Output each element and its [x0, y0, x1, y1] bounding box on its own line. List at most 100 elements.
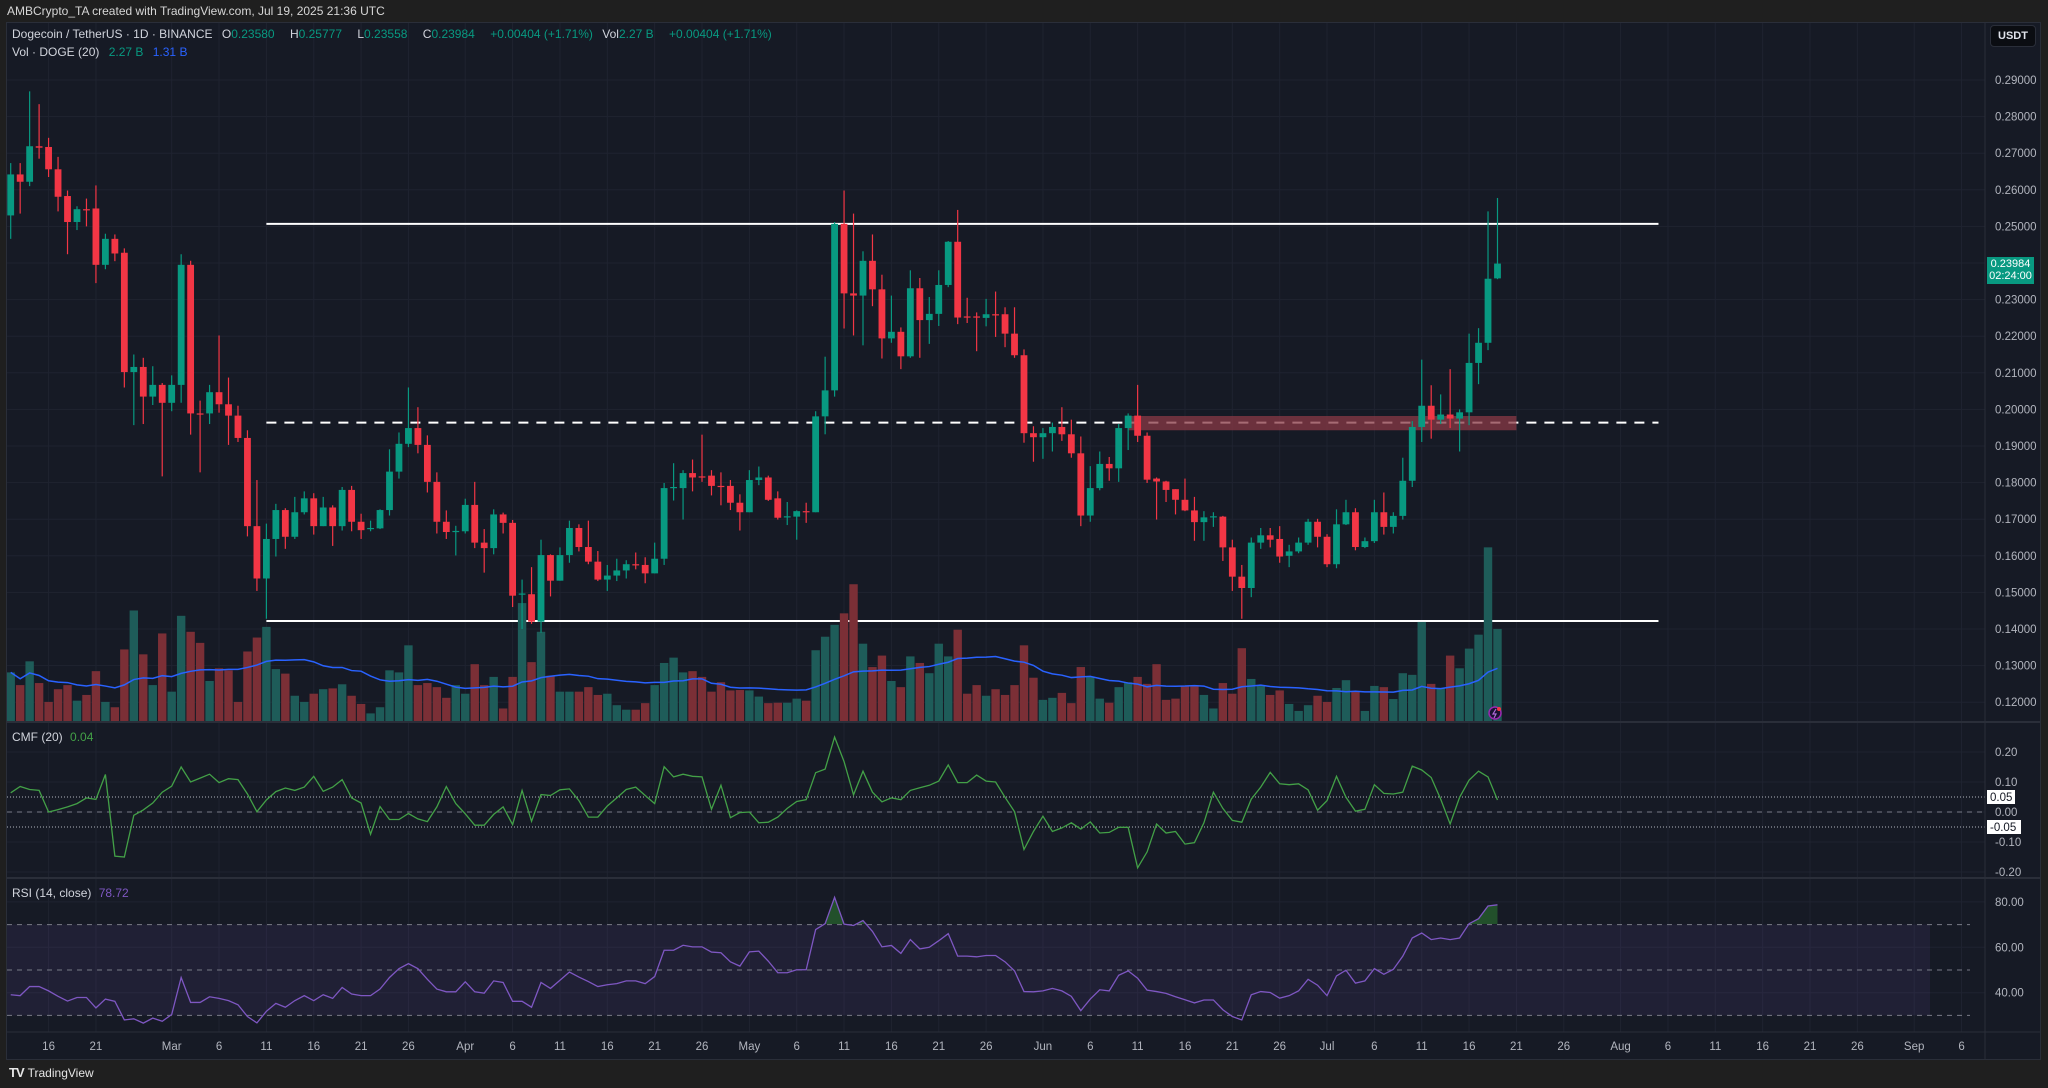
change-value: +0.00404 (+1.71%)	[490, 27, 593, 41]
volume-bar	[205, 681, 214, 722]
candle-body	[73, 209, 81, 223]
candle-body	[291, 512, 299, 537]
candle-body	[859, 260, 867, 296]
candle-body	[348, 489, 356, 522]
time-axis-label: 21	[1804, 1041, 1817, 1053]
candle-body	[244, 437, 251, 527]
candle-body	[461, 504, 469, 532]
volume-bar	[34, 683, 44, 722]
candle-body	[102, 238, 109, 265]
candle	[1105, 456, 1113, 481]
cmf-level-badge	[1987, 790, 2015, 804]
candle-body	[1352, 512, 1359, 548]
time-axis-label: 21	[932, 1041, 945, 1053]
candle	[64, 190, 71, 255]
rsi-axis-label: 60.00	[1995, 942, 2024, 954]
currency-button[interactable]: USDT	[1990, 25, 2036, 47]
candle	[518, 579, 526, 629]
candle-body	[736, 502, 744, 513]
price-axis-label: 0.21000	[1995, 368, 2037, 380]
time-axis-label: 6	[1371, 1041, 1377, 1053]
candle-body	[139, 366, 147, 397]
volume-bar	[1370, 685, 1379, 722]
volume-bar	[697, 676, 707, 722]
low-label: L	[357, 27, 365, 41]
volume-bar	[1057, 692, 1067, 722]
candle-body	[1124, 415, 1132, 429]
candle-body	[120, 252, 128, 373]
volume-bar	[584, 687, 593, 722]
volume-bar	[1228, 693, 1237, 722]
candle	[1437, 394, 1445, 425]
volume-bar	[1351, 691, 1360, 722]
time-axis-label: 21	[1226, 1041, 1239, 1053]
time-axis-label: 21	[355, 1041, 368, 1053]
candle	[537, 539, 545, 633]
cmf-pane	[7, 734, 1985, 870]
cmf-value: 0.04	[70, 730, 94, 744]
volume-bar	[773, 702, 782, 722]
candle-body	[906, 288, 914, 357]
candle-body	[1285, 551, 1293, 556]
volume-bar	[186, 631, 195, 722]
candle-body	[1134, 415, 1142, 436]
candle	[575, 524, 583, 552]
time-axis-label: 11	[1132, 1041, 1144, 1053]
volume-bar	[574, 691, 584, 722]
volume-bar	[120, 649, 129, 722]
candle-body	[329, 507, 337, 527]
alert-lightning-icon[interactable]	[1488, 706, 1502, 720]
candle-body	[225, 404, 232, 416]
candle-body	[45, 146, 52, 170]
price-axis-label: 0.27000	[1995, 148, 2037, 160]
chart-panel[interactable]	[6, 22, 2041, 1060]
time-axis-label: 26	[1851, 1041, 1864, 1053]
cmf-axis-label: -0.20	[1995, 867, 2021, 879]
candle-body	[1228, 547, 1236, 577]
candle	[1408, 421, 1416, 487]
candle-body	[1475, 342, 1482, 363]
volume-bar	[1417, 621, 1426, 722]
candle	[888, 295, 895, 343]
volume-bar	[1398, 673, 1407, 722]
volume-indicator-name[interactable]: Vol · DOGE (20)	[12, 45, 100, 59]
candle-body	[1172, 489, 1179, 500]
candle	[499, 512, 507, 534]
volume-bar	[1237, 648, 1246, 722]
candle	[641, 557, 649, 584]
candle-body	[1096, 463, 1104, 489]
symbol-legend: Dogecoin / TetherUS · 1D · BINANCE O0.23…	[12, 27, 778, 41]
candle-body	[518, 593, 526, 595]
rsi-label[interactable]: RSI (14, close)	[12, 886, 92, 900]
volume-bars	[7, 547, 1502, 722]
volume-bar	[1341, 680, 1351, 722]
volume-bar	[129, 610, 139, 722]
rsi-legend: RSI (14, close) 78.72	[12, 886, 129, 900]
candle-body	[764, 477, 772, 500]
volume-bar	[233, 701, 243, 722]
candle-body	[1077, 453, 1085, 516]
candle	[1380, 492, 1388, 535]
volume-bar	[1464, 648, 1474, 722]
volume-ma-line	[10, 655, 1498, 693]
tradingview-logo[interactable]: TV TradingView	[9, 1065, 94, 1080]
cmf-label[interactable]: CMF (20)	[12, 730, 63, 744]
volume-bar	[139, 654, 148, 722]
candle-body	[414, 428, 422, 445]
candle-body	[376, 510, 384, 529]
candle	[840, 190, 848, 329]
volume-bar	[1105, 702, 1114, 722]
time-axis-label: 16	[885, 1041, 898, 1053]
symbol-name[interactable]: Dogecoin / TetherUS · 1D · BINANCE	[12, 27, 213, 41]
volume-bar	[300, 701, 309, 722]
volume-bar	[1322, 701, 1332, 722]
candle-body	[367, 527, 374, 530]
candle-body	[1209, 516, 1217, 518]
volume-bar	[489, 676, 498, 722]
candle-body	[878, 289, 886, 339]
cmf-level-badge	[1987, 820, 2021, 834]
candle	[708, 470, 715, 496]
candle	[1285, 544, 1293, 568]
volume-bar	[347, 695, 356, 722]
